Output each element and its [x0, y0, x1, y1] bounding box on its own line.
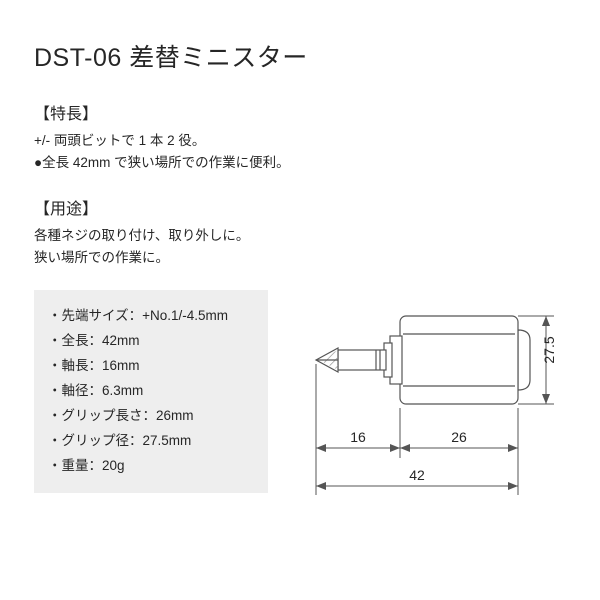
uses-body: 各種ネジの取り付け、取り外しに。 狭い場所での作業に。: [34, 225, 566, 268]
dimension-diagram: 27.5 16 26 42: [286, 290, 566, 510]
features-line-2: ●全長 42mm で狭い場所での作業に便利。: [34, 155, 290, 170]
spec-box: ・先端サイズ：+No.1/-4.5mm ・全長：42mm ・軸長：16mm ・軸…: [34, 290, 268, 493]
features-heading: 【特長】: [34, 100, 566, 124]
lower-row: ・先端サイズ：+No.1/-4.5mm ・全長：42mm ・軸長：16mm ・軸…: [34, 290, 566, 510]
dim-diameter: 27.5: [541, 337, 557, 364]
features-line-1: +/- 両頭ビットで 1 本 2 役。: [34, 133, 205, 148]
uses-line-2: 狭い場所での作業に。: [34, 250, 169, 265]
uses-section: 【用途】 各種ネジの取り付け、取り外しに。 狭い場所での作業に。: [34, 195, 566, 268]
spec-row: ・軸長：16mm: [48, 354, 252, 379]
dim-grip: 26: [451, 429, 467, 445]
dim-shaft: 16: [350, 429, 366, 445]
spec-row: ・グリップ径：27.5mm: [48, 429, 252, 454]
spec-row: ・重量：20g: [48, 454, 252, 479]
spec-row: ・全長：42mm: [48, 329, 252, 354]
spec-row: ・軸径：6.3mm: [48, 379, 252, 404]
spec-row: ・先端サイズ：+No.1/-4.5mm: [48, 304, 252, 329]
features-section: 【特長】 +/- 両頭ビットで 1 本 2 役。 ●全長 42mm で狭い場所で…: [34, 100, 566, 173]
product-title: DST-06 差替ミニスター: [34, 38, 566, 74]
spec-row: ・グリップ長さ：26mm: [48, 404, 252, 429]
features-body: +/- 両頭ビットで 1 本 2 役。 ●全長 42mm で狭い場所での作業に便…: [34, 130, 566, 173]
dim-total: 42: [409, 467, 425, 483]
uses-heading: 【用途】: [34, 195, 566, 219]
uses-line-1: 各種ネジの取り付け、取り外しに。: [34, 228, 249, 243]
